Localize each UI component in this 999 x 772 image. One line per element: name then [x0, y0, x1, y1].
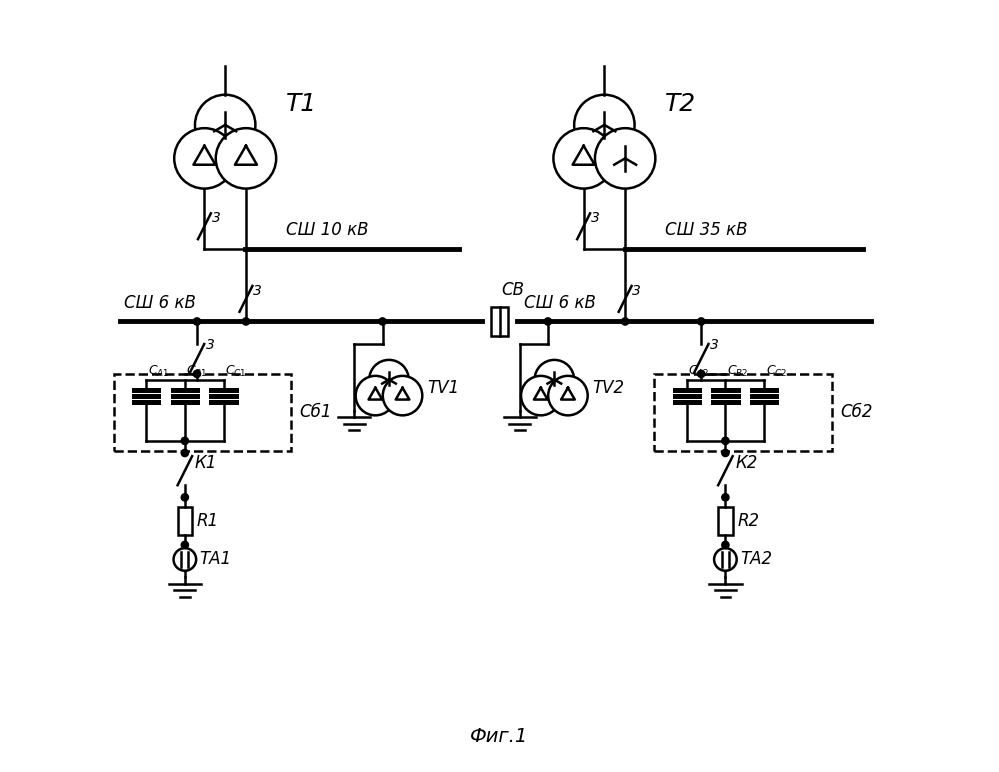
Text: T1: T1 — [286, 92, 317, 116]
Text: $C_{B1}$: $C_{B1}$ — [187, 364, 208, 379]
Text: 3: 3 — [590, 212, 599, 225]
Circle shape — [548, 376, 587, 415]
Circle shape — [521, 376, 560, 415]
Text: СШ 10 кВ: СШ 10 кВ — [286, 221, 369, 239]
Circle shape — [595, 128, 655, 188]
Text: Сб2: Сб2 — [840, 403, 872, 422]
Text: R1: R1 — [197, 512, 219, 530]
Circle shape — [181, 541, 189, 549]
Circle shape — [194, 371, 201, 378]
Text: $C_{C2}$: $C_{C2}$ — [766, 364, 787, 379]
Circle shape — [574, 95, 634, 155]
Text: TV2: TV2 — [592, 379, 624, 398]
Bar — [178, 507, 192, 535]
Bar — [654, 374, 832, 451]
Circle shape — [714, 548, 736, 571]
Text: 3: 3 — [206, 338, 215, 352]
Text: СВ: СВ — [501, 281, 524, 300]
Circle shape — [195, 95, 256, 155]
Circle shape — [216, 128, 276, 188]
Circle shape — [370, 360, 409, 399]
Circle shape — [356, 376, 396, 415]
Circle shape — [243, 318, 250, 325]
Circle shape — [174, 128, 235, 188]
Text: $C_{A2}$: $C_{A2}$ — [688, 364, 709, 379]
Text: $C_{C1}$: $C_{C1}$ — [225, 364, 247, 379]
Text: СШ 35 кВ: СШ 35 кВ — [665, 221, 747, 239]
Circle shape — [379, 318, 387, 325]
Circle shape — [697, 318, 705, 325]
Circle shape — [721, 449, 729, 456]
Text: К2: К2 — [735, 454, 757, 472]
Circle shape — [181, 494, 189, 501]
Circle shape — [721, 541, 729, 549]
Circle shape — [383, 376, 423, 415]
Text: К1: К1 — [195, 454, 217, 472]
Circle shape — [181, 449, 189, 456]
Text: ТА1: ТА1 — [200, 550, 232, 568]
Bar — [718, 507, 732, 535]
Circle shape — [621, 318, 628, 325]
Text: 3: 3 — [632, 284, 641, 298]
Circle shape — [721, 494, 729, 501]
Text: СШ 6 кВ: СШ 6 кВ — [124, 294, 196, 312]
Circle shape — [721, 437, 729, 445]
Text: 3: 3 — [212, 212, 221, 225]
Bar — [114, 374, 292, 451]
Text: $C_{A1}$: $C_{A1}$ — [148, 364, 169, 379]
Text: TV1: TV1 — [427, 379, 459, 398]
Circle shape — [174, 548, 196, 571]
Text: СШ 6 кВ: СШ 6 кВ — [523, 294, 595, 312]
Text: ТА2: ТА2 — [740, 550, 772, 568]
Text: Фиг.1: Фиг.1 — [471, 727, 528, 747]
Circle shape — [553, 128, 613, 188]
Circle shape — [181, 437, 189, 445]
Circle shape — [534, 360, 574, 399]
Circle shape — [697, 371, 705, 378]
Bar — [492, 307, 507, 336]
Text: $C_{B2}$: $C_{B2}$ — [727, 364, 748, 379]
Text: R2: R2 — [737, 512, 759, 530]
Text: T2: T2 — [665, 92, 696, 116]
Text: Сб1: Сб1 — [300, 403, 332, 422]
Circle shape — [544, 318, 551, 325]
Text: 3: 3 — [710, 338, 719, 352]
Text: 3: 3 — [253, 284, 262, 298]
Circle shape — [194, 318, 201, 325]
